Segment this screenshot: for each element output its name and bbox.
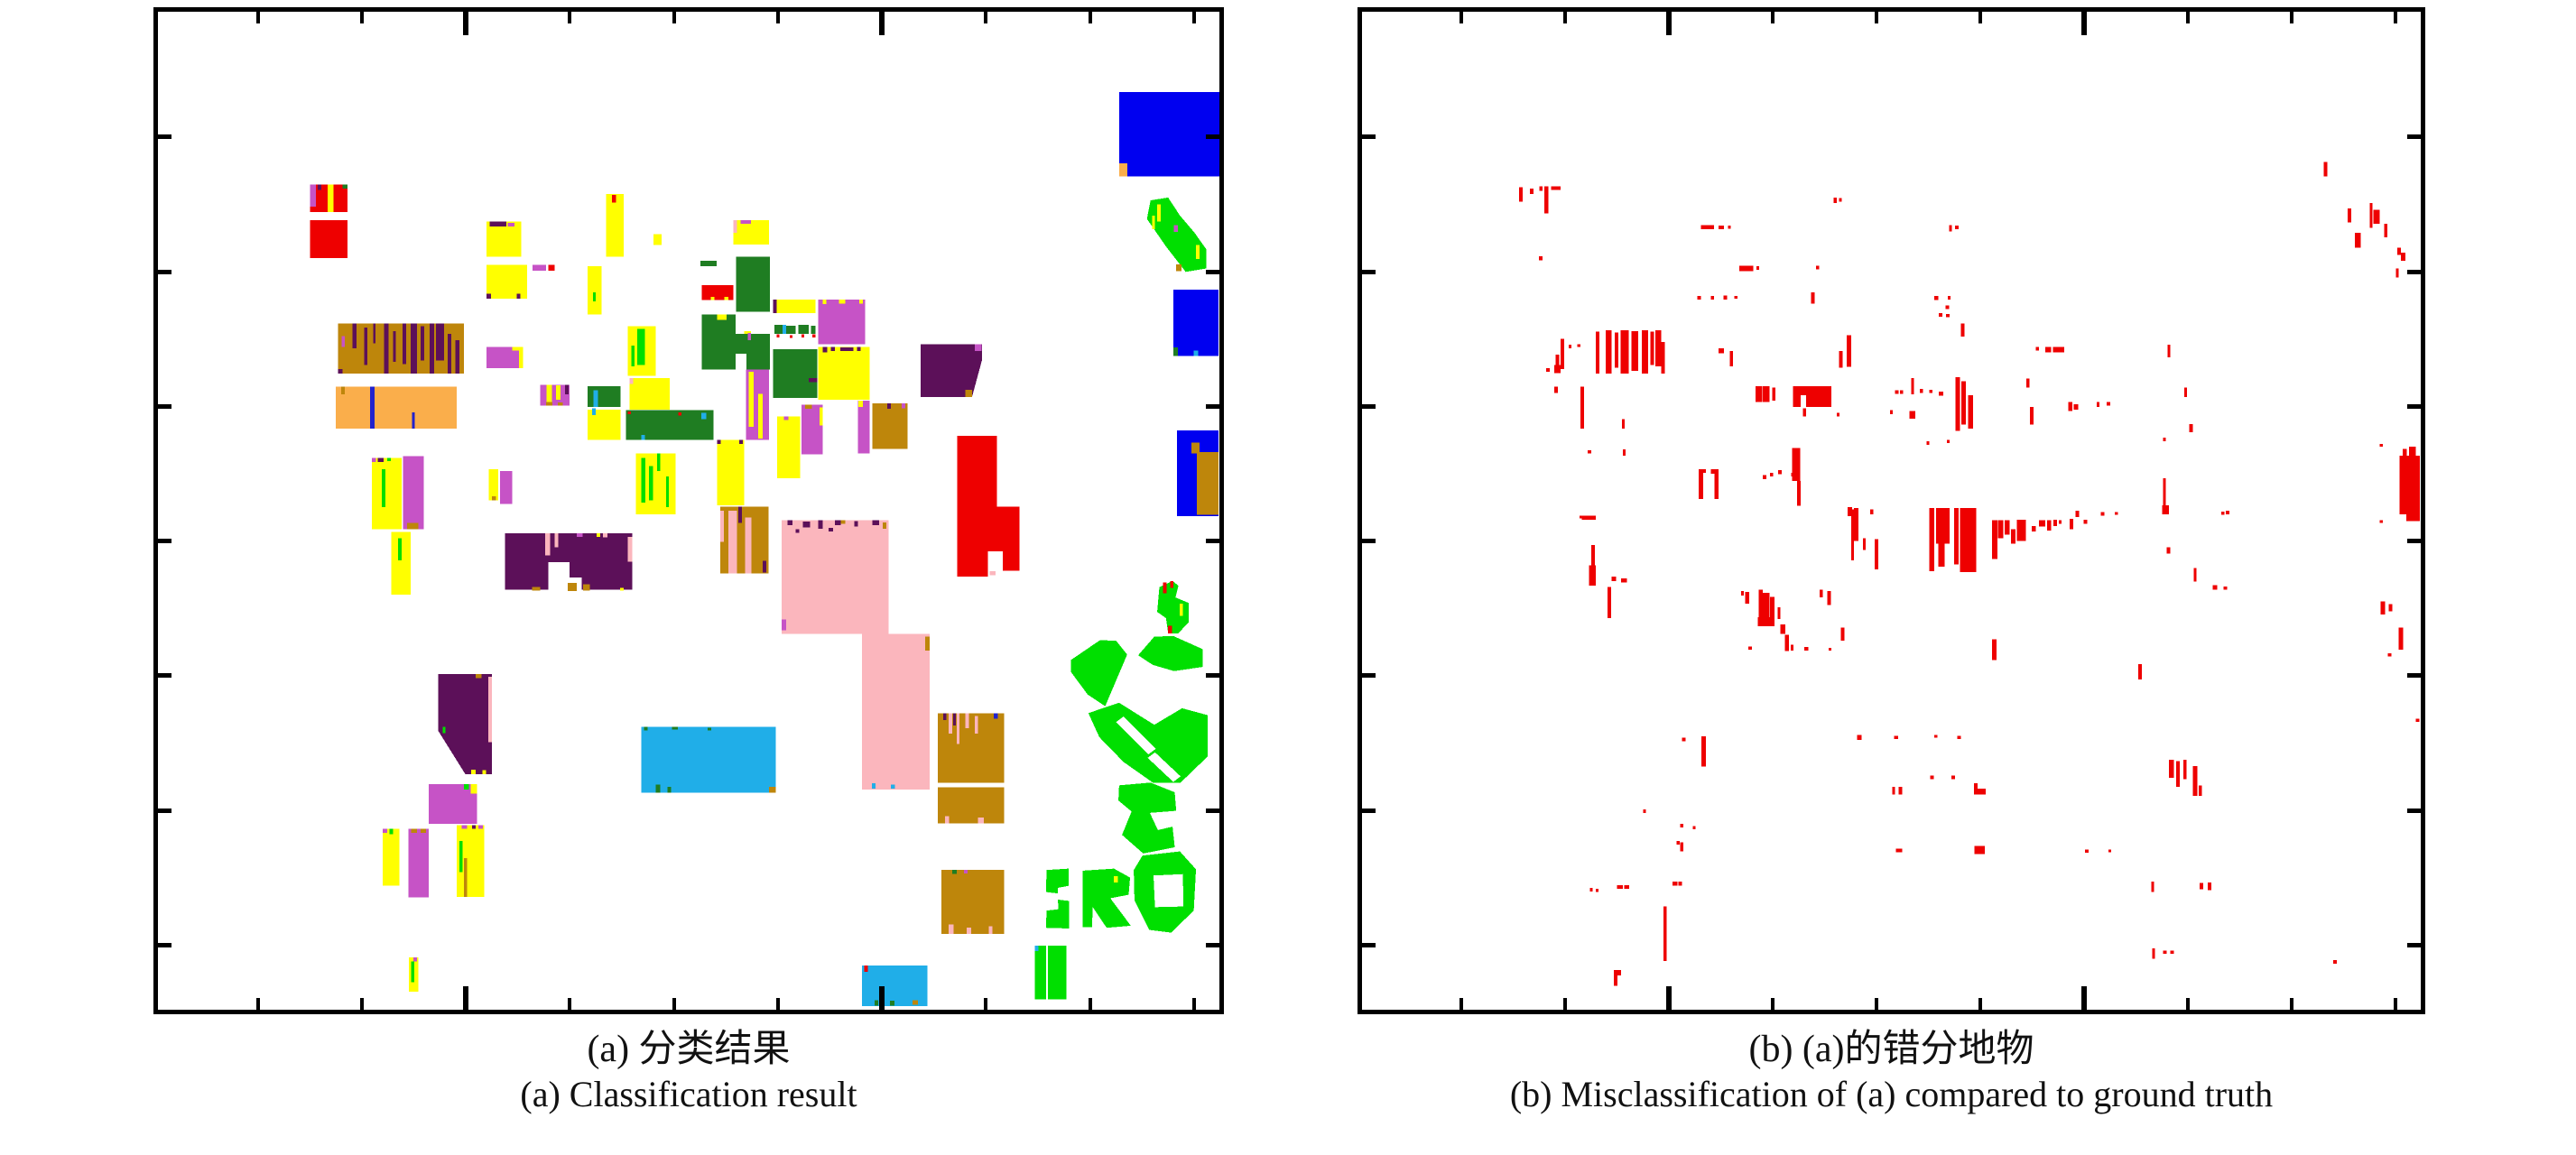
axis-tick-top bbox=[1088, 12, 1092, 23]
axis-tick-bottom bbox=[568, 998, 572, 1010]
axis-tick-bottom bbox=[2185, 998, 2190, 1010]
axis-tick-top bbox=[775, 12, 780, 23]
axis-tick-right bbox=[1206, 269, 1219, 274]
axis-tick-left bbox=[158, 943, 171, 948]
axis-tick-top bbox=[2289, 12, 2293, 23]
axis-tick-top bbox=[984, 12, 988, 23]
axis-tick-right bbox=[2407, 134, 2421, 140]
axis-tick-bottom bbox=[1459, 998, 1464, 1010]
classification-map bbox=[310, 92, 1219, 1007]
axis-tick-left bbox=[158, 808, 171, 813]
axis-tick-top bbox=[2185, 12, 2190, 23]
caption-panel-b: (b) (a)的错分地物 (b) Misclassification of (a… bbox=[1357, 1027, 2425, 1117]
axis-tick-right bbox=[1206, 403, 1219, 409]
axis-tick-bottom bbox=[1191, 998, 1196, 1010]
axis-tick-bottom bbox=[1771, 998, 1775, 1010]
axis-tick-top bbox=[255, 12, 260, 23]
axis-tick-right bbox=[1206, 539, 1219, 544]
axis-tick-left bbox=[1362, 134, 1376, 140]
axis-tick-left bbox=[158, 403, 171, 409]
caption-a-chinese: (a) 分类结果 bbox=[587, 1029, 791, 1070]
axis-tick-right bbox=[1206, 808, 1219, 813]
axis-tick-bottom bbox=[463, 986, 469, 1010]
panel-classification-result bbox=[153, 7, 1224, 1014]
axis-tick-bottom bbox=[984, 998, 988, 1010]
caption-b-english: (b) Misclassification of (a) compared to… bbox=[1509, 1074, 2274, 1114]
misclassification-map bbox=[1518, 162, 2421, 986]
axis-tick-left bbox=[158, 134, 171, 140]
axis-tick-top bbox=[1666, 12, 1673, 35]
axis-tick-bottom bbox=[1875, 998, 1879, 1010]
axis-tick-top bbox=[1459, 12, 1464, 23]
axis-tick-bottom bbox=[2393, 998, 2397, 1010]
axis-tick-top bbox=[672, 12, 676, 23]
axis-tick-bottom bbox=[879, 986, 885, 1010]
caption-a-english: (a) Classification result bbox=[520, 1074, 857, 1114]
axis-tick-right bbox=[2407, 673, 2421, 679]
axis-tick-top bbox=[1563, 12, 1568, 23]
axis-tick-bottom bbox=[255, 998, 260, 1010]
axis-tick-bottom bbox=[1563, 998, 1568, 1010]
axis-tick-top bbox=[568, 12, 572, 23]
axis-tick-bottom bbox=[2080, 986, 2087, 1010]
axis-tick-right bbox=[2407, 943, 2421, 948]
axis-tick-bottom bbox=[1088, 998, 1092, 1010]
axis-tick-top bbox=[1875, 12, 1879, 23]
axis-tick-top bbox=[879, 12, 885, 35]
axis-tick-left bbox=[1362, 673, 1376, 679]
axis-tick-right bbox=[2407, 269, 2421, 274]
axis-tick-right bbox=[1206, 673, 1219, 679]
axis-tick-bottom bbox=[775, 998, 780, 1010]
caption-panel-a: (a) 分类结果 (a) Classification result bbox=[153, 1027, 1224, 1117]
axis-tick-top bbox=[359, 12, 364, 23]
axis-tick-left bbox=[1362, 403, 1376, 409]
axis-tick-bottom bbox=[1666, 986, 1673, 1010]
axis-tick-top bbox=[1771, 12, 1775, 23]
axis-tick-left bbox=[1362, 269, 1376, 274]
axis-tick-bottom bbox=[1978, 998, 1983, 1010]
axis-tick-top bbox=[2080, 12, 2087, 35]
axis-tick-bottom bbox=[359, 998, 364, 1010]
axis-tick-left bbox=[158, 269, 171, 274]
axis-tick-top bbox=[1191, 12, 1196, 23]
caption-b-chinese: (b) (a)的错分地物 bbox=[1748, 1029, 2034, 1070]
panel-misclassification-map bbox=[1357, 7, 2425, 1014]
axis-tick-left bbox=[1362, 539, 1376, 544]
axis-tick-right bbox=[2407, 539, 2421, 544]
axis-tick-right bbox=[2407, 808, 2421, 813]
axis-tick-right bbox=[2407, 403, 2421, 409]
axis-tick-top bbox=[1978, 12, 1983, 23]
axis-tick-top bbox=[2393, 12, 2397, 23]
axis-tick-left bbox=[1362, 808, 1376, 813]
axis-tick-right bbox=[1206, 134, 1219, 140]
axis-tick-left bbox=[158, 539, 171, 544]
axis-tick-bottom bbox=[2289, 998, 2293, 1010]
axis-tick-left bbox=[1362, 943, 1376, 948]
axis-tick-left bbox=[158, 673, 171, 679]
axis-tick-bottom bbox=[672, 998, 676, 1010]
axis-tick-right bbox=[1206, 943, 1219, 948]
axis-tick-top bbox=[463, 12, 469, 35]
